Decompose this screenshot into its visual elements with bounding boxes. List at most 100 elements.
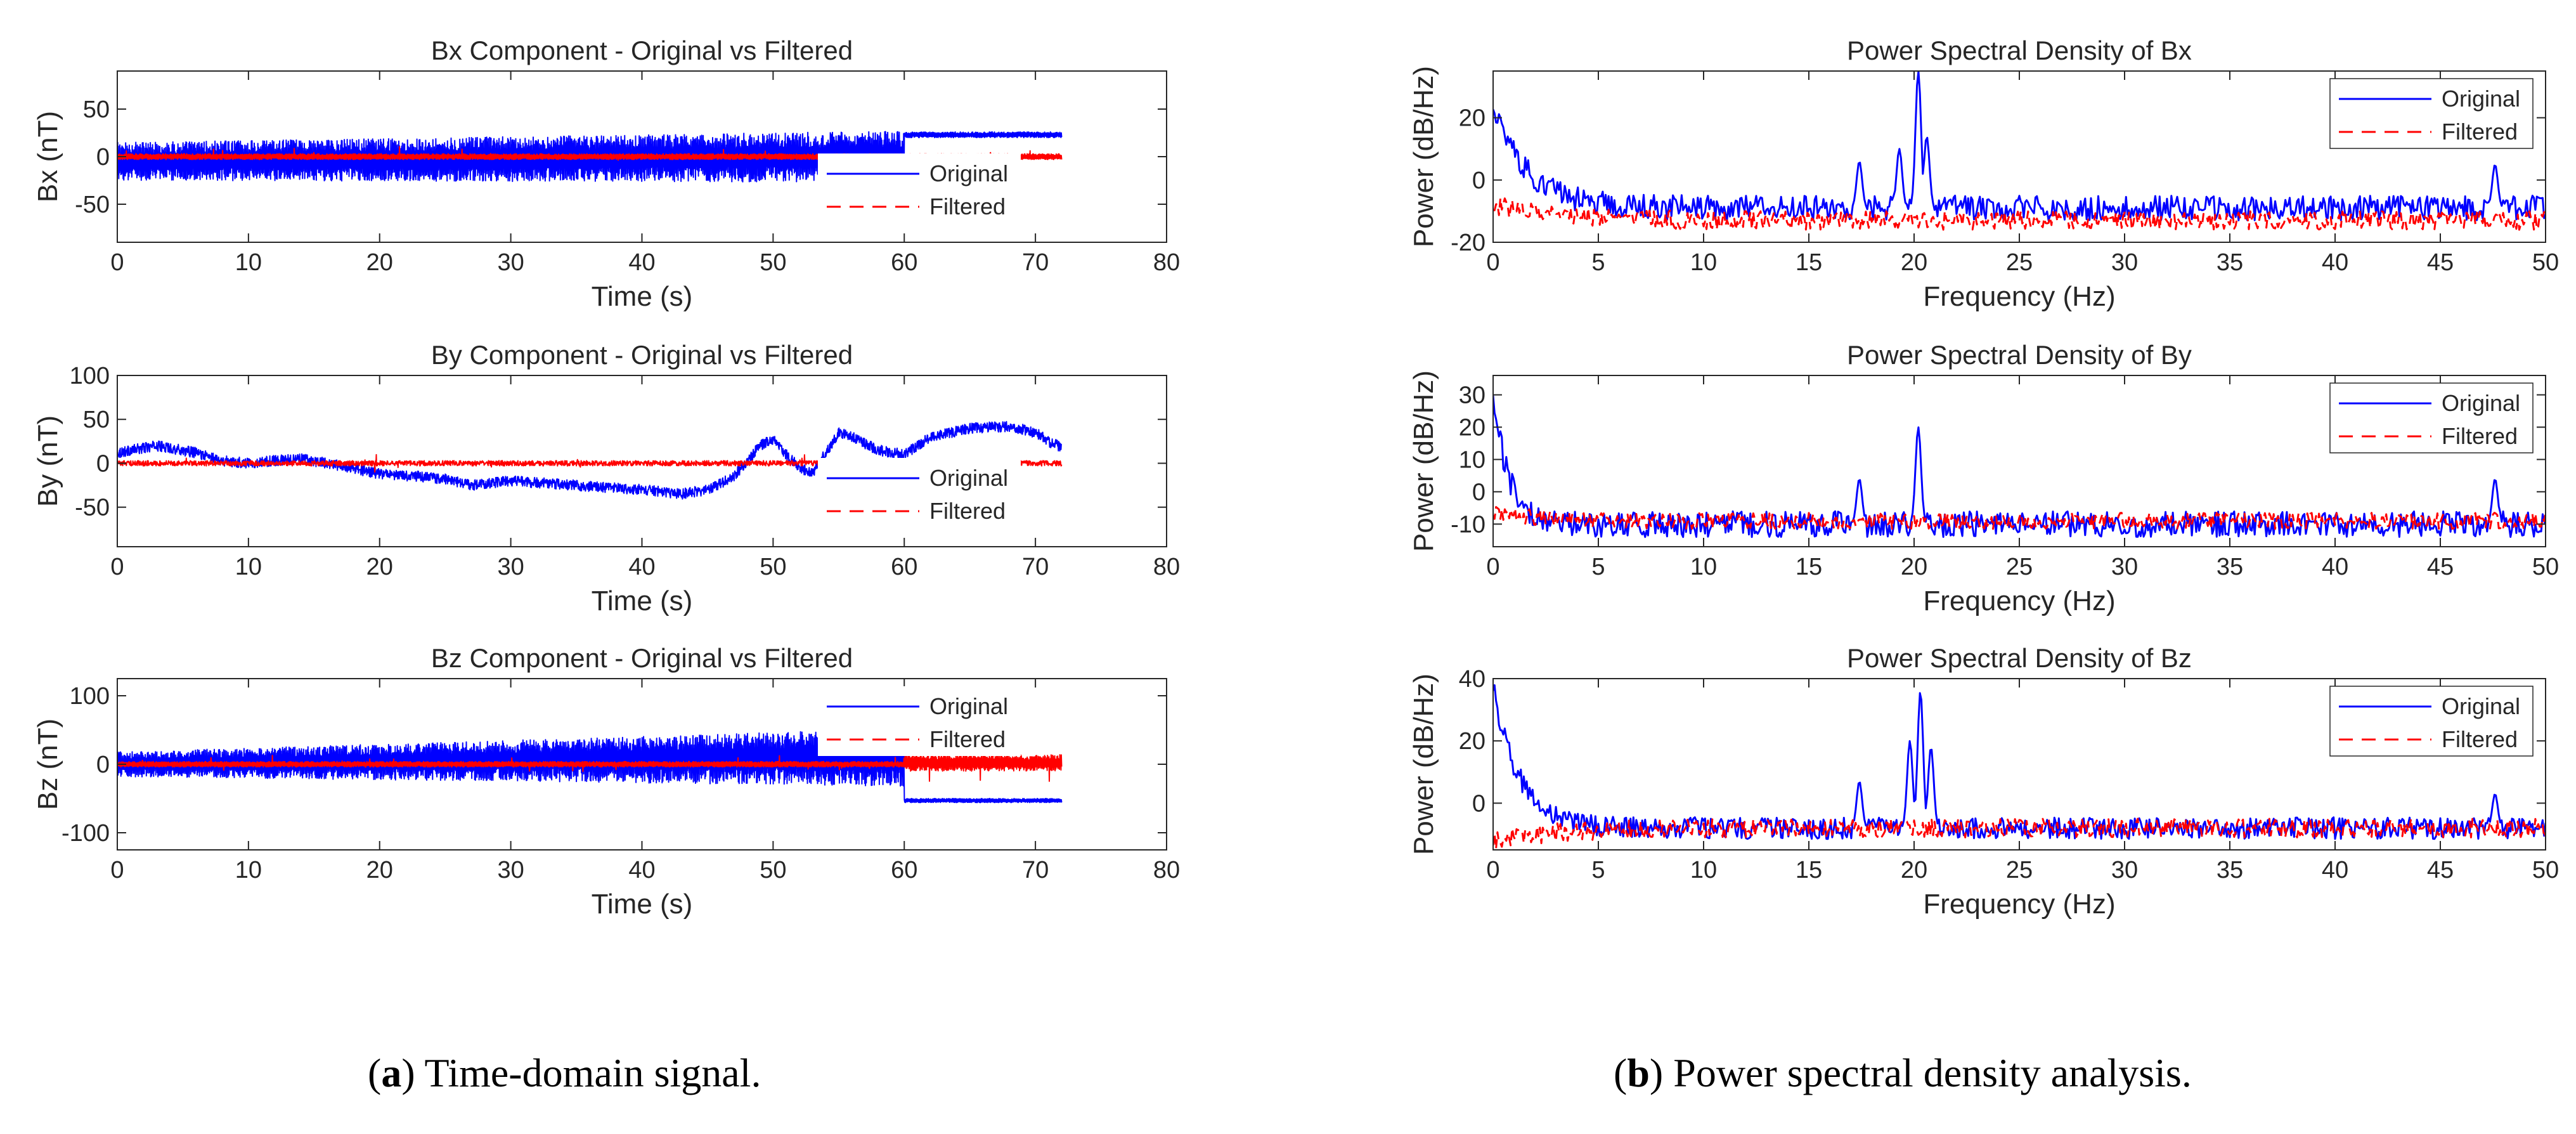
y-tick-label: -50 <box>75 495 110 521</box>
legend-label-filtered: Filtered <box>929 726 1006 752</box>
series-line-filtered <box>117 745 1063 782</box>
x-tick-label: 25 <box>2006 554 2033 580</box>
y-axis-label: Bz (nT) <box>32 719 63 810</box>
x-axis-label: Time (s) <box>592 889 693 920</box>
x-tick-label: 20 <box>1901 857 1927 883</box>
x-tick-label: 15 <box>1796 857 1822 883</box>
x-tick-label: 10 <box>235 554 262 580</box>
y-axis-label: Bx (nT) <box>32 111 63 202</box>
y-axis-label: Power (dB/Hz) <box>1408 370 1439 552</box>
legend-label-original: Original <box>2442 86 2520 112</box>
legend-label-filtered: Filtered <box>2442 119 2518 145</box>
chart-bx-time: Bx Component - Original vs Filtered 0 10 20… <box>32 36 1180 312</box>
y-tick-label: 0 <box>1472 479 1485 505</box>
caption-b: (b) Power spectral density analysis. <box>1614 1050 2192 1095</box>
x-tick-label: 0 <box>1486 857 1499 883</box>
x-tick-label: 15 <box>1796 554 1822 580</box>
y-tick-label: 0 <box>1472 167 1485 194</box>
legend: Original Filtered <box>818 153 1021 223</box>
x-tick-label: 15 <box>1796 249 1822 276</box>
x-tick-label: 20 <box>1901 554 1927 580</box>
chart-bz-psd: Power Spectral Density of Bz 0 5 10 15 20 25 30… <box>1408 643 2559 920</box>
x-tick-label: 80 <box>1153 554 1180 580</box>
x-tick-label: 50 <box>760 857 786 883</box>
series-group <box>1493 684 2546 850</box>
legend: Original Filtered <box>2329 686 2534 757</box>
x-tick-label: 40 <box>2322 554 2348 580</box>
chart-by-psd: Power Spectral Density of By 0 5 10 15 20 25 30… <box>1408 340 2559 616</box>
y-tick-label: 100 <box>70 683 110 710</box>
x-tick-label: 30 <box>497 857 524 883</box>
x-tick-label: 20 <box>366 554 393 580</box>
chart-bz-time: Bz Component - Original vs Filtered 0 10 20… <box>32 643 1180 920</box>
legend: Original Filtered <box>818 458 1021 528</box>
series-line-original <box>117 420 1062 500</box>
legend-label-original: Original <box>929 465 1008 491</box>
legend: Original Filtered <box>2329 78 2534 149</box>
x-tick-label: 25 <box>2006 249 2033 276</box>
y-axis-label: Power (dB/Hz) <box>1408 66 1439 247</box>
x-tick-label: 40 <box>628 249 655 276</box>
x-tick-label: 20 <box>366 249 393 276</box>
caption-a: (a) Time-domain signal. <box>368 1050 761 1095</box>
legend-label-original: Original <box>929 693 1008 719</box>
legend-label-filtered: Filtered <box>2442 423 2518 449</box>
x-tick-label: 10 <box>1690 249 1717 276</box>
legend-label-filtered: Filtered <box>929 193 1006 219</box>
x-tick-label: 60 <box>891 857 917 883</box>
y-tick-label: -100 <box>61 820 110 847</box>
series-group <box>117 729 1063 804</box>
x-tick-label: 25 <box>2006 857 2033 883</box>
chart-title: Power Spectral Density of Bz <box>1847 643 2192 673</box>
y-tick-label: 50 <box>83 96 110 123</box>
chart-title: Bz Component - Original vs Filtered <box>431 643 853 673</box>
x-tick-label: 10 <box>1690 857 1717 883</box>
series-line-original <box>117 729 1063 804</box>
y-tick-label: 0 <box>1472 790 1485 817</box>
y-tick-label: 30 <box>1459 382 1485 409</box>
x-tick-label: 20 <box>1901 249 1927 276</box>
y-tick-label: -10 <box>1451 511 1485 538</box>
x-tick-label: 50 <box>760 249 786 276</box>
x-tick-label: 30 <box>2111 857 2138 883</box>
x-tick-label: 5 <box>1591 554 1605 580</box>
y-axis-label: By (nT) <box>32 415 63 507</box>
x-tick-label: 40 <box>628 857 655 883</box>
x-tick-label: 30 <box>497 554 524 580</box>
caption-b-label: b <box>1627 1050 1650 1095</box>
x-tick-label: 30 <box>497 249 524 276</box>
legend-box <box>818 458 1021 528</box>
x-tick-label: 45 <box>2427 554 2454 580</box>
x-tick-label: 80 <box>1153 249 1180 276</box>
x-tick-label: 80 <box>1153 857 1180 883</box>
x-tick-label: 35 <box>2217 249 2243 276</box>
x-tick-label: 10 <box>1690 554 1717 580</box>
x-tick-label: 50 <box>2532 249 2559 276</box>
chart-title: Bx Component - Original vs Filtered <box>431 36 853 65</box>
series-line-original <box>117 131 1063 183</box>
y-tick-label: 20 <box>1459 415 1485 441</box>
x-tick-label: 10 <box>235 857 262 883</box>
y-tick-label: 0 <box>96 144 110 171</box>
legend-box <box>2329 686 2534 757</box>
legend-box <box>818 686 1021 756</box>
x-tick-label: 40 <box>2322 857 2348 883</box>
x-tick-label: 30 <box>2111 249 2138 276</box>
legend-label-filtered: Filtered <box>929 498 1006 524</box>
x-tick-label: 0 <box>110 249 124 276</box>
y-tick-label: 50 <box>83 407 110 433</box>
series-line-filtered <box>1493 818 2546 850</box>
legend: Original Filtered <box>2329 382 2534 453</box>
x-tick-label: 70 <box>1022 249 1049 276</box>
y-tick-label: 20 <box>1459 105 1485 132</box>
x-tick-label: 40 <box>2322 249 2348 276</box>
x-tick-label: 70 <box>1022 554 1049 580</box>
x-tick-label: 45 <box>2427 249 2454 276</box>
x-tick-label: 50 <box>2532 554 2559 580</box>
legend-box <box>818 153 1021 223</box>
chart-bx-psd: Power Spectral Density of Bx 0 5 10 15 20 25 30… <box>1408 36 2559 312</box>
x-axis-label: Frequency (Hz) <box>1923 585 2115 616</box>
series-line-filtered <box>1493 197 2546 231</box>
caption-a-text: Time-domain signal. <box>424 1050 761 1095</box>
